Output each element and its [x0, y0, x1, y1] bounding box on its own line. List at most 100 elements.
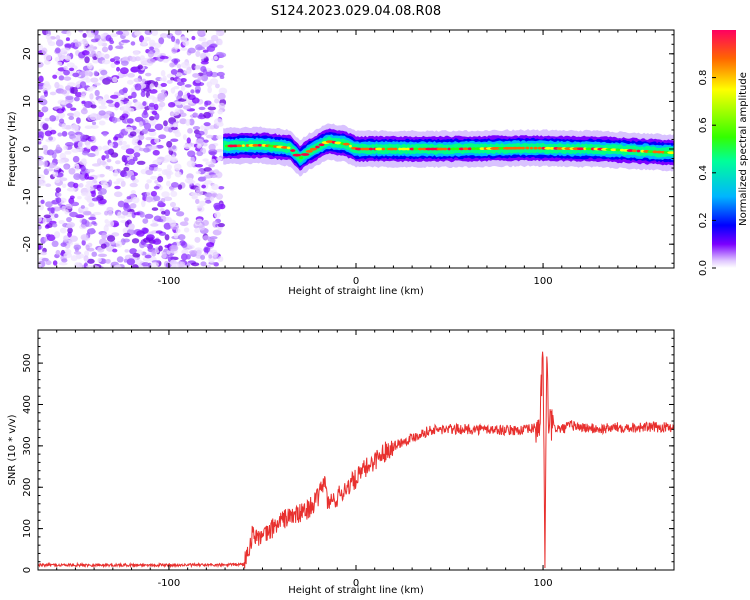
noise-blob — [172, 145, 177, 150]
noise-blob — [176, 81, 185, 86]
snr-y-ticks: 0 100 200 300 400 500 — [22, 329, 674, 573]
noise-blob — [57, 112, 66, 119]
signal-hotspot — [467, 147, 472, 151]
noise-blob — [142, 39, 148, 46]
noise-blob — [119, 67, 129, 75]
noise-blob — [213, 55, 218, 61]
noise-blob — [129, 182, 138, 188]
noise-blob — [138, 121, 144, 127]
noise-blob — [146, 58, 156, 64]
noise-blob — [63, 145, 68, 151]
noise-blob — [84, 250, 90, 257]
colorbar-tick-label: 0.6 — [698, 117, 709, 133]
noise-blob — [114, 160, 121, 165]
noise-blob — [97, 258, 102, 263]
noise-blob — [163, 196, 173, 202]
noise-blob — [202, 235, 210, 241]
noise-blob — [169, 201, 177, 208]
noise-blob — [137, 64, 143, 70]
noise-blob — [91, 163, 101, 167]
noise-blob — [99, 173, 105, 178]
noise-blob — [52, 223, 58, 228]
noise-blob — [40, 251, 47, 256]
y-tick-label: 300 — [22, 436, 33, 455]
noise-blob — [57, 159, 65, 164]
noise-blob — [133, 212, 142, 216]
noise-blob — [58, 220, 65, 225]
noise-blob — [139, 211, 145, 218]
noise-blob — [207, 86, 213, 94]
signal-hotspot — [342, 142, 350, 146]
colorbar-gradient — [712, 30, 736, 268]
noise-blob — [45, 260, 52, 266]
noise-blob — [131, 238, 140, 244]
noise-blob — [194, 236, 201, 243]
noise-blob — [200, 261, 207, 267]
noise-blob — [177, 234, 186, 241]
noise-blob — [173, 232, 179, 239]
noise-blob — [121, 113, 129, 119]
noise-blob — [66, 112, 75, 117]
noise-blob — [179, 240, 186, 246]
noise-blob — [75, 81, 81, 88]
noise-blob — [170, 112, 178, 116]
noise-blob — [182, 105, 192, 110]
noise-blob — [58, 75, 65, 81]
noise-blob — [90, 50, 96, 55]
noise-blob — [170, 77, 175, 81]
noise-blob — [70, 123, 79, 131]
noise-blob — [137, 134, 145, 141]
noise-blob — [196, 150, 204, 157]
noise-blob — [175, 72, 183, 77]
signal-hotspot — [393, 147, 398, 151]
noise-blob — [86, 46, 95, 52]
noise-blob — [208, 164, 216, 168]
noise-blob — [190, 89, 195, 94]
noise-blob — [202, 219, 209, 227]
noise-blob — [172, 128, 180, 134]
noise-blob — [126, 258, 136, 266]
noise-blob — [148, 119, 156, 126]
noise-blob — [66, 187, 76, 192]
noise-blob — [134, 101, 142, 109]
noise-blob — [54, 47, 61, 54]
noise-blob — [84, 195, 93, 201]
noise-blob — [45, 33, 51, 40]
noise-blob — [180, 253, 188, 261]
noise-blob — [64, 209, 69, 215]
noise-blob — [171, 263, 179, 268]
spectrogram-x-ticks: -100 0 100 — [37, 30, 675, 287]
noise-blob — [105, 154, 110, 159]
noise-blob — [208, 193, 216, 199]
noise-blob — [115, 45, 124, 50]
noise-blob — [170, 190, 178, 197]
noise-blob — [153, 195, 161, 202]
noise-blob — [150, 262, 160, 267]
noise-blob — [77, 195, 82, 200]
noise-blob — [115, 30, 124, 35]
noise-blob — [196, 218, 203, 223]
noise-blob — [86, 258, 95, 264]
noise-blob — [218, 185, 225, 190]
noise-blob — [129, 248, 138, 255]
signal-hotspot — [479, 147, 485, 151]
noise-blob — [70, 42, 75, 49]
noise-blob — [131, 264, 139, 268]
figure-title: S124.2023.029.04.08.R08 — [271, 4, 441, 19]
noise-blob — [206, 134, 214, 139]
noise-blob — [63, 76, 72, 81]
signal-hotspot — [245, 144, 250, 147]
noise-blob — [102, 182, 109, 189]
noise-blob — [55, 187, 62, 193]
signal-hotspot — [610, 148, 618, 152]
noise-blob — [218, 52, 227, 58]
noise-blob — [156, 218, 164, 223]
noise-blob — [55, 39, 64, 47]
noise-blob — [152, 42, 162, 49]
noise-blob — [95, 51, 103, 59]
noise-blob — [133, 77, 142, 83]
noise-blob — [38, 224, 42, 230]
noise-blob — [61, 258, 68, 263]
noise-blob — [151, 250, 157, 257]
